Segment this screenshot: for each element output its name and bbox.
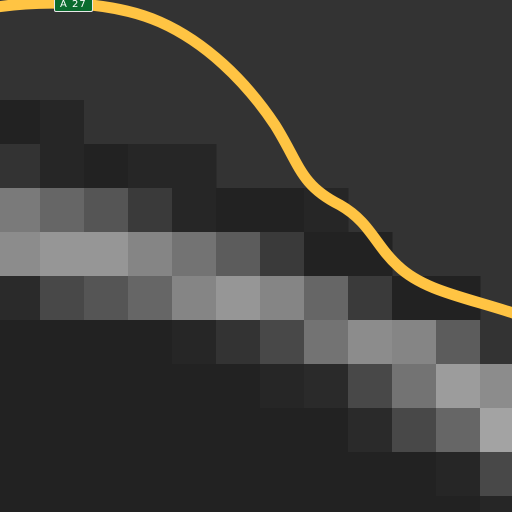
overlay-cell <box>436 408 481 453</box>
overlay-cell <box>0 188 41 233</box>
overlay-cell <box>0 364 41 409</box>
route-shield-label: A 27 <box>54 0 93 12</box>
overlay-cell <box>480 408 512 453</box>
overlay-cell <box>260 364 305 409</box>
overlay-cell <box>216 320 261 365</box>
overlay-cell <box>84 100 129 145</box>
overlay-cell <box>436 364 481 409</box>
overlay-cell <box>40 364 85 409</box>
overlay-cell <box>392 452 437 497</box>
overlay-cell <box>0 232 41 277</box>
overlay-cell <box>40 276 85 321</box>
overlay-cell <box>128 452 173 497</box>
overlay-cell <box>392 320 437 365</box>
overlay-cell <box>40 452 85 497</box>
overlay-cell <box>40 188 85 233</box>
overlay-cell <box>436 452 481 497</box>
overlay-cell <box>84 232 129 277</box>
overlay-cell <box>84 276 129 321</box>
overlay-cell <box>84 364 129 409</box>
overlay-cell <box>128 408 173 453</box>
overlay-cell <box>480 364 512 409</box>
overlay-cell <box>260 320 305 365</box>
overlay-cell <box>172 232 217 277</box>
overlay-cell <box>304 496 349 512</box>
overlay-cell <box>348 276 393 321</box>
overlay-cell <box>0 408 41 453</box>
overlay-cell <box>128 232 173 277</box>
overlay-cell <box>480 496 512 512</box>
overlay-cell <box>392 364 437 409</box>
overlay-cell <box>0 100 41 145</box>
overlay-cell <box>304 408 349 453</box>
overlay-cell <box>172 188 217 233</box>
highway-road[interactable] <box>0 0 512 319</box>
overlay-cell <box>84 496 129 512</box>
overlay-cell <box>0 320 41 365</box>
overlay-cell <box>392 408 437 453</box>
overlay-cell <box>216 188 261 233</box>
overlay-cell <box>40 144 85 189</box>
overlay-cell <box>40 100 85 145</box>
overlay-cell <box>392 496 437 512</box>
overlay-cell <box>0 144 41 189</box>
overlay-cell <box>348 408 393 453</box>
overlay-cell <box>480 320 512 365</box>
overlay-cell <box>128 320 173 365</box>
overlay-cell <box>260 496 305 512</box>
overlay-cell <box>348 452 393 497</box>
overlay-cell <box>128 276 173 321</box>
overlay-cell <box>0 452 41 497</box>
overlay-cell <box>172 496 217 512</box>
overlay-cell <box>0 496 41 512</box>
overlay-cell <box>84 188 129 233</box>
overlay-cell <box>40 496 85 512</box>
overlay-cell <box>260 408 305 453</box>
overlay-cell <box>480 452 512 497</box>
overlay-cell <box>172 452 217 497</box>
overlay-cell <box>128 364 173 409</box>
overlay-cell <box>172 320 217 365</box>
overlay-cell <box>436 496 481 512</box>
overlay-cell <box>172 364 217 409</box>
overlay-cell <box>84 452 129 497</box>
overlay-cell <box>348 496 393 512</box>
overlay-cell <box>260 188 305 233</box>
overlay-cell <box>304 232 349 277</box>
overlay-cell <box>84 408 129 453</box>
overlay-cell <box>260 452 305 497</box>
overlay-cell <box>84 144 129 189</box>
overlay-cell <box>0 276 41 321</box>
overlay-cell <box>40 232 85 277</box>
overlay-cell <box>40 408 85 453</box>
overlay-cell <box>172 408 217 453</box>
overlay-cell <box>348 364 393 409</box>
overlay-cell <box>304 276 349 321</box>
overlay-cell <box>260 276 305 321</box>
overlay-cell <box>216 408 261 453</box>
overlay-cell <box>84 320 129 365</box>
overlay-cell <box>128 188 173 233</box>
overlay-cell <box>172 144 217 189</box>
overlay-cell <box>348 320 393 365</box>
overlay-cell <box>304 452 349 497</box>
overlay-cell <box>436 320 481 365</box>
overlay-cell <box>216 452 261 497</box>
overlay-cell <box>260 232 305 277</box>
overlay-cell <box>216 496 261 512</box>
overlay-cell <box>40 320 85 365</box>
overlay-cell <box>128 496 173 512</box>
overlay-cell <box>216 364 261 409</box>
overlay-cell <box>216 232 261 277</box>
overlay-cell <box>304 364 349 409</box>
overlay-cell <box>128 144 173 189</box>
overlay-cell <box>304 320 349 365</box>
overlay-cell <box>172 276 217 321</box>
raster-overlay <box>0 100 512 512</box>
overlay-cell <box>216 276 261 321</box>
